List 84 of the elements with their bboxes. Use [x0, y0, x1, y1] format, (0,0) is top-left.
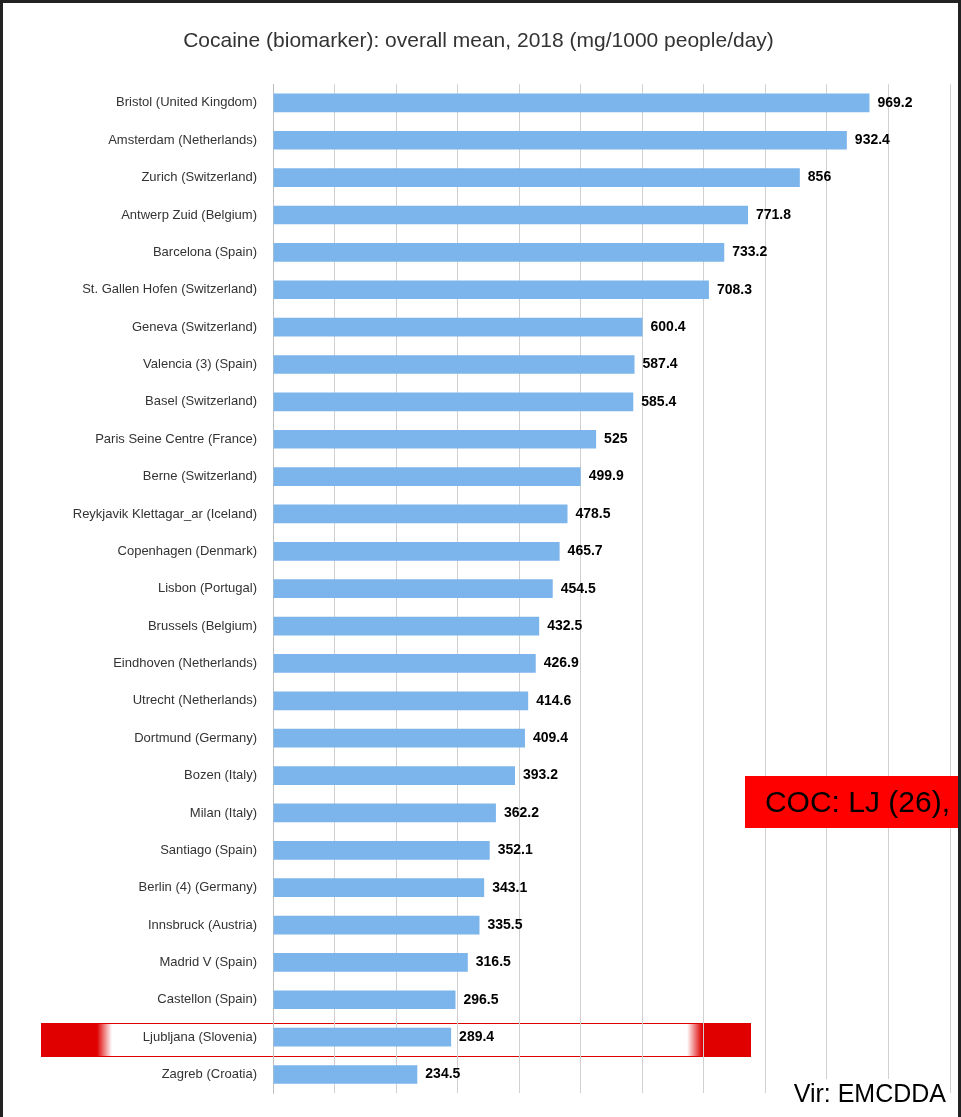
data-label: 465.7: [567, 542, 603, 559]
bar: [273, 504, 568, 524]
bar: [273, 616, 540, 636]
data-label: 969.2: [877, 93, 913, 110]
y-tick-label: Geneva (Switzerland): [132, 318, 257, 334]
y-tick-label: Innsbruck (Austria): [147, 916, 257, 932]
data-label: 335.5: [487, 915, 523, 932]
y-tick-label: Zagreb (Croatia): [161, 1066, 257, 1082]
y-tick-label: Dortmund (Germany): [134, 729, 257, 745]
data-label: 587.4: [642, 355, 678, 372]
bar: [273, 317, 643, 337]
y-tick-label: Reykjavik Klettagar_ar (Iceland): [72, 505, 257, 521]
bar: [273, 93, 870, 113]
data-label: 289.4: [459, 1028, 495, 1044]
y-tick-label: Castellon (Spain): [157, 991, 257, 1007]
bar: [273, 205, 749, 225]
bar: [273, 878, 485, 898]
data-label: 414.6: [536, 691, 572, 708]
data-label: 454.5: [560, 579, 596, 596]
bar: [273, 1027, 452, 1047]
data-label: 478.5: [575, 504, 611, 521]
data-label: 362.2: [503, 803, 540, 820]
bar: [273, 429, 597, 449]
data-label: 316.5: [475, 953, 512, 970]
bar: [273, 915, 480, 935]
data-label: 296.5: [463, 990, 499, 1007]
bar: [273, 168, 800, 187]
data-label: 499.9: [588, 467, 624, 484]
chart-title: Cocaine (biomarker): overall mean, 2018 (mg/1000 people/day): [183, 28, 774, 52]
data-label: 932.4: [854, 131, 891, 148]
y-tick-label: Copenhagen (Denmark): [117, 542, 257, 558]
data-label: 708.3: [716, 280, 753, 297]
data-label: 733.2: [732, 243, 768, 260]
y-tick-label: Utrecht (Netherlands): [132, 692, 257, 708]
y-tick-label: Amsterdam (Netherlands): [108, 131, 257, 147]
bar: [273, 541, 560, 561]
bar: [273, 579, 553, 599]
y-tick-label: Bozen (Italy): [184, 767, 257, 783]
y-tick-label: Berlin (4) (Germany): [138, 879, 257, 895]
y-tick-label: Antwerp Zuid (Belgium): [121, 206, 257, 222]
data-label: 771.8: [756, 205, 792, 222]
data-label: 426.9: [543, 654, 579, 671]
bar: [273, 355, 635, 374]
annotation: Vir: EMCDDA: [793, 1079, 946, 1108]
y-tick-label: Basel (Switzerland): [145, 393, 257, 409]
y-tick-label: St. Gallen Hofen (Switzerland): [82, 281, 257, 297]
bar: [273, 990, 456, 1010]
y-tick-label: Lisbon (Portugal): [158, 580, 257, 596]
bar: [273, 691, 529, 711]
bar: [273, 243, 725, 262]
y-tick-label: Milan (Italy): [189, 804, 257, 820]
data-label: 525: [604, 430, 628, 447]
y-tick-label: Ljubljana (Slovenia): [142, 1028, 257, 1044]
bar: [273, 766, 515, 785]
bar: [273, 467, 581, 486]
data-label: 585.4: [641, 392, 677, 409]
data-label: 234.5: [425, 1065, 461, 1082]
bar: [273, 130, 847, 150]
bar: [273, 728, 525, 748]
y-tick-label: Madrid V (Spain): [159, 953, 257, 969]
bar: [273, 1065, 418, 1084]
data-label: 856: [807, 168, 832, 185]
y-tick-label: Valencia (3) (Spain): [143, 356, 257, 372]
data-label: 393.2: [523, 766, 559, 783]
data-label: 600.4: [650, 317, 686, 334]
bar: [273, 392, 634, 412]
y-tick-label: Bristol (United Kingdom): [116, 94, 257, 110]
bar: [273, 953, 468, 972]
annotation: COC: LJ (26),: [744, 776, 958, 828]
data-label: 432.5: [547, 616, 583, 633]
y-tick-label: Santiago (Spain): [160, 841, 257, 857]
data-label: 343.1: [492, 878, 528, 895]
y-tick-label: Paris Seine Centre (France): [95, 430, 257, 446]
data-label: 409.4: [532, 729, 569, 746]
y-tick-label: Barcelona (Spain): [152, 243, 257, 259]
data-label: 352.1: [497, 841, 533, 858]
y-tick-label: Brussels (Belgium): [147, 617, 257, 633]
bar: [273, 840, 490, 860]
bar: [273, 280, 709, 300]
bar: [273, 803, 496, 823]
y-tick-label: Zurich (Switzerland): [141, 169, 257, 185]
bar: [273, 654, 536, 673]
y-tick-label: Berne (Switzerland): [142, 468, 257, 484]
y-tick-label: Eindhoven (Netherlands): [113, 655, 257, 671]
